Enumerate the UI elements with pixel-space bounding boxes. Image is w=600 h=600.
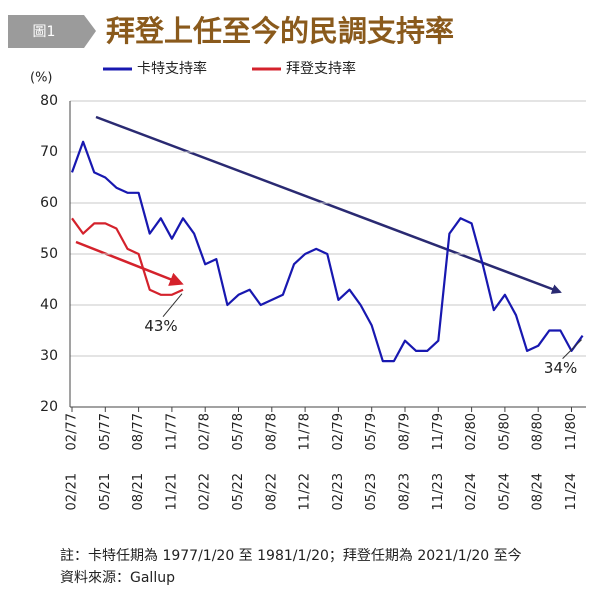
x-tick-label: 02/79 [331,413,346,450]
x-tick-label-secondary: 05/22 [231,473,246,510]
x-tick-label-secondary: 08/22 [264,473,279,510]
annotation-leader [562,339,582,359]
source: 資料來源：Gallup [60,570,175,586]
x-tick-label: 02/78 [198,413,213,450]
x-tick-label-secondary: 11/21 [164,473,179,510]
x-tick-label-secondary: 02/23 [331,473,346,510]
x-tick-label-secondary: 08/21 [131,473,146,510]
annotation: 34% [544,359,577,377]
x-tick-label: 08/78 [264,413,279,450]
x-tick-label-secondary: 02/22 [198,473,213,510]
annotation-leader [162,293,183,318]
chart-title: 拜登上任至今的民調支持率 [106,14,454,48]
x-tick-label-secondary: 11/24 [564,473,579,510]
y-tick-label: 30 [40,348,58,364]
x-tick-label: 02/77 [65,413,80,450]
badge: 圖1 [33,24,56,40]
badge-shape [8,15,96,48]
trend-arrow [75,240,184,286]
annotation: 43% [144,317,177,335]
x-tick-label-secondary: 05/24 [497,473,512,510]
series-line [71,217,184,296]
y-axis-label: (%) [30,71,53,86]
x-tick-label-secondary: 05/21 [98,473,113,510]
y-tick-label: 50 [40,246,58,262]
y-tick-label: 80 [40,93,58,109]
trend-arrow [95,115,562,294]
x-tick-label: 11/79 [431,413,446,450]
note: 註：卡特任期為 1977/1/20 至 1981/1/20；拜登任期為 2021… [60,548,522,564]
x-tick-label: 05/78 [231,413,246,450]
x-tick-label: 05/77 [98,413,113,450]
x-tick-label: 11/80 [564,413,579,450]
x-tick-label: 11/78 [298,413,313,450]
x-tick-label: 08/77 [131,413,146,450]
x-tick-label-secondary: 02/21 [65,473,80,510]
x-tick-label: 05/80 [497,413,512,450]
x-tick-label: 11/77 [164,413,179,450]
x-tick-label-secondary: 05/23 [364,473,379,510]
x-tick-label-secondary: 08/24 [531,473,546,510]
x-tick-label: 02/80 [464,413,479,450]
legend-label: 拜登支持率 [286,60,356,77]
x-tick-label-secondary: 02/24 [464,473,479,510]
legend-label: 卡特支持率 [137,60,207,77]
y-tick-label: 70 [40,144,58,160]
y-tick-label: 40 [40,297,58,313]
y-tick-label: 20 [40,399,58,415]
x-tick-label: 08/80 [531,413,546,450]
y-tick-label: 60 [40,195,58,211]
x-tick-label: 05/79 [364,413,379,450]
x-tick-label-secondary: 11/23 [431,473,446,510]
x-tick-label: 08/79 [398,413,413,450]
x-tick-label-secondary: 11/22 [298,473,313,510]
series-line [70,140,584,363]
x-tick-label-secondary: 08/23 [398,473,413,510]
